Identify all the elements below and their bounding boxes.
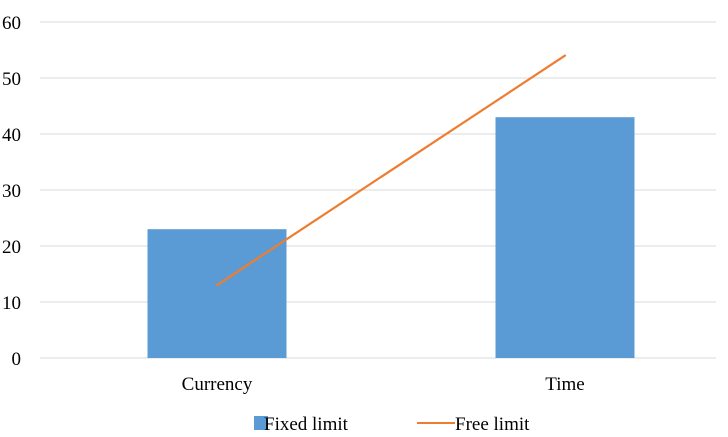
y-tick-label: 0 [12,349,22,370]
line-free-limit [215,54,567,287]
y-axis-ticks: 0 10 20 30 40 50 60 [2,13,21,370]
legend-swatch-fixed-limit [254,416,268,430]
legend-item-free-limit: Free limit [417,414,530,435]
bar-fixed-limit [147,229,287,358]
y-tick-label: 50 [2,69,21,90]
bar-series-fixed-limit [147,117,635,358]
bar-fixed-limit [495,117,635,358]
legend-label-fixed-limit: Fixed limit [264,414,349,435]
y-tick-label: 60 [2,13,21,34]
y-tick-label: 20 [2,237,21,258]
y-tick-label: 30 [2,181,21,202]
legend: Fixed limit Free limit [254,414,530,435]
x-tick-label: Time [545,374,584,395]
line-series-free-limit [215,54,567,287]
legend-item-fixed-limit: Fixed limit [254,414,349,435]
y-tick-label: 10 [2,293,21,314]
y-tick-label: 40 [2,125,21,146]
x-tick-label: Currency [182,374,253,395]
x-axis-ticks: Currency Time [182,374,585,395]
legend-label-free-limit: Free limit [455,414,530,435]
